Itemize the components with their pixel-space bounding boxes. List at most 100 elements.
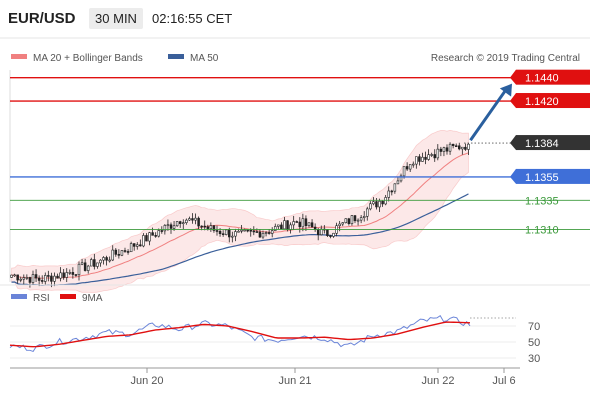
candle	[267, 229, 271, 235]
timeframe-badge[interactable]	[89, 8, 143, 29]
candle-body	[461, 146, 464, 150]
candle-body	[267, 232, 271, 234]
candle-body	[105, 257, 108, 261]
candle-body	[261, 233, 265, 238]
candle	[111, 245, 114, 262]
candle	[301, 213, 305, 232]
candle	[224, 229, 228, 236]
candle-body	[231, 235, 234, 238]
candle-body	[65, 272, 68, 278]
candle	[44, 272, 47, 286]
candle-body	[203, 225, 206, 228]
candle-body	[108, 259, 111, 262]
candle	[148, 231, 151, 246]
candle-body	[270, 230, 274, 234]
candle-body	[221, 233, 225, 236]
candle	[160, 226, 164, 234]
candle	[142, 233, 145, 248]
candle	[399, 173, 403, 183]
candle-body	[445, 147, 449, 152]
candle-body	[166, 224, 170, 227]
ma9-legend-label: 9MA	[82, 293, 103, 304]
support-level-label: 1.1310	[525, 224, 559, 236]
candle	[408, 164, 412, 172]
candle-body	[243, 229, 246, 232]
candle-body	[136, 244, 139, 247]
candle	[329, 234, 332, 239]
candle-body	[120, 250, 124, 256]
candle-body	[19, 278, 22, 281]
candle	[292, 215, 295, 230]
candle-body	[295, 221, 298, 223]
candle	[344, 218, 348, 224]
rsi-legend-label: RSI	[33, 293, 50, 304]
pivot-level-tag-pointer	[510, 168, 516, 184]
candle-body	[350, 215, 354, 224]
candle-body	[240, 229, 243, 232]
candle-body	[298, 221, 302, 228]
candle-body	[218, 230, 222, 235]
candle	[326, 229, 329, 238]
candle	[13, 273, 16, 277]
rsi-tick-label: 50	[528, 337, 540, 349]
candle-body	[50, 275, 53, 282]
candle	[464, 143, 467, 151]
symbol-title: EUR/USD	[8, 10, 76, 27]
candle-body	[430, 154, 433, 156]
candle	[362, 211, 366, 222]
candle-body	[464, 146, 467, 150]
candle	[412, 161, 415, 168]
candle-body	[200, 225, 203, 228]
candle	[215, 225, 219, 236]
candle-body	[175, 221, 179, 227]
ma9-legend-swatch	[60, 294, 76, 299]
candle-body	[356, 219, 360, 222]
candle-body	[258, 231, 262, 238]
x-tick-label: Jun 21	[278, 375, 311, 387]
candle	[378, 198, 381, 213]
candle	[108, 256, 111, 263]
candle	[270, 227, 274, 238]
candle-body	[169, 224, 173, 229]
candle-body	[304, 218, 308, 227]
candle	[37, 275, 41, 287]
resistance-level-label: 1.1440	[525, 73, 559, 85]
forecast-arrow-head	[499, 83, 512, 97]
candle-body	[320, 228, 323, 236]
candle-body	[71, 272, 75, 275]
candle-body	[34, 274, 38, 279]
candle-body	[151, 232, 154, 236]
candle-body	[316, 229, 320, 236]
candle	[178, 220, 182, 228]
candle	[10, 274, 13, 278]
candle-body	[13, 274, 16, 277]
candle	[114, 248, 118, 257]
candle	[123, 247, 127, 253]
candle-body	[454, 145, 458, 148]
candle-body	[224, 229, 228, 235]
candle	[132, 243, 136, 251]
candle-body	[96, 262, 99, 267]
candle	[381, 200, 384, 207]
candle	[120, 250, 124, 257]
candle-body	[160, 230, 164, 232]
x-tick-label: Jul 6	[492, 375, 515, 387]
ma50-legend-label: MA 50	[190, 53, 219, 64]
candle	[129, 241, 133, 253]
resistance-level: 1.1440	[10, 69, 590, 85]
candle	[105, 255, 108, 266]
resistance-level-label: 1.1420	[525, 96, 559, 108]
candle-body	[390, 190, 394, 193]
candle-body	[139, 244, 142, 247]
candle	[427, 149, 430, 161]
candle-body	[191, 218, 194, 221]
candle-body	[157, 230, 160, 237]
candle	[117, 249, 121, 259]
candle-body	[178, 221, 182, 224]
candle-body	[56, 275, 59, 279]
candle-body	[188, 218, 191, 221]
candle-body	[212, 225, 216, 231]
resistance-level-tag-pointer	[510, 93, 516, 109]
candle	[74, 274, 78, 277]
candle	[139, 239, 142, 247]
